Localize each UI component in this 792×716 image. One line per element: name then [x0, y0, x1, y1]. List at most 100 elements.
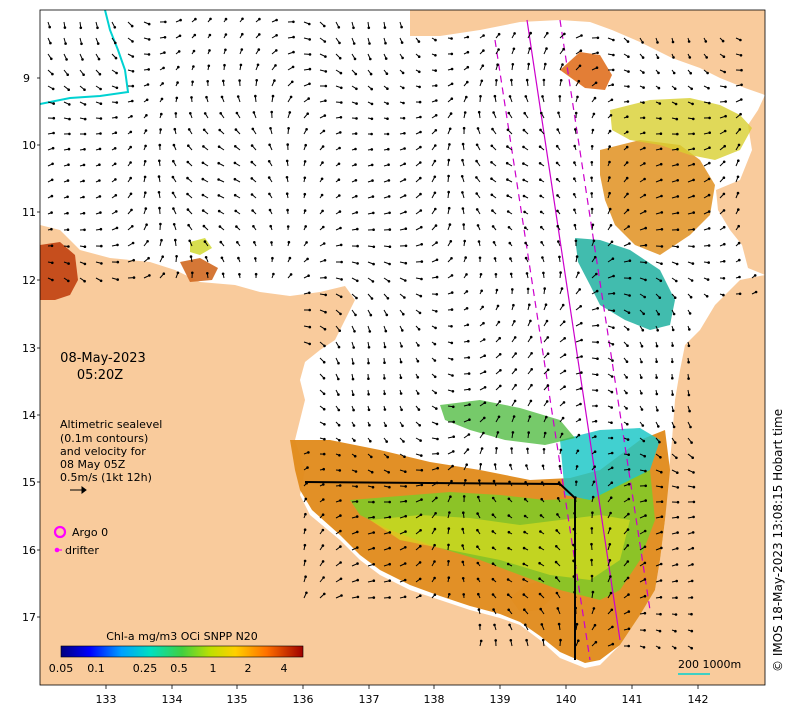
velocity-arrow-head: [643, 162, 646, 165]
velocity-arrow-head: [609, 224, 613, 227]
velocity-arrow-head: [495, 79, 498, 82]
velocity-arrow-head: [460, 175, 464, 178]
velocity-arrow-head: [385, 440, 389, 443]
velocity-arrow-head: [495, 447, 498, 450]
velocity-arrow-head: [450, 37, 453, 40]
velocity-arrow-head: [51, 72, 54, 76]
velocity-arrow-head: [369, 72, 373, 76]
velocity-arrow-head: [523, 514, 527, 518]
velocity-arrow-head: [523, 111, 526, 115]
velocity-arrow-head: [739, 54, 743, 57]
velocity-arrow-head: [338, 439, 341, 442]
velocity-arrow-head: [51, 261, 54, 265]
velocity-arrow-head: [595, 404, 598, 408]
velocity-arrow-head: [513, 320, 516, 323]
velocity-arrow-head: [625, 161, 629, 164]
velocity-arrow-head: [339, 71, 343, 75]
velocity-arrow-head: [492, 608, 495, 611]
colorbar-gradient: [60, 645, 304, 658]
velocity-arrow-head: [83, 279, 86, 283]
velocity-arrow-head: [307, 97, 311, 100]
velocity-arrow-head: [478, 623, 482, 627]
velocity-arrow-head: [555, 591, 559, 595]
velocity-arrow-head: [644, 484, 647, 488]
velocity-arrow-head: [498, 336, 502, 340]
velocity-arrow-head: [337, 26, 341, 29]
legend-line: 08 May 05Z: [60, 458, 126, 471]
velocity-arrow-head: [174, 238, 177, 242]
velocity-arrow-head: [724, 85, 727, 89]
velocity-arrow-head: [308, 38, 312, 41]
velocity-arrow-head: [206, 80, 209, 83]
velocity-arrow-head: [721, 39, 725, 43]
velocity-arrow-head: [463, 111, 467, 114]
velocity-arrow-head: [286, 225, 290, 228]
velocity-arrow-head: [436, 437, 439, 441]
velocity-arrow-head: [324, 70, 328, 73]
velocity-arrow-head: [483, 401, 487, 405]
velocity-arrow-head: [641, 328, 645, 332]
velocity-arrow-head: [594, 640, 598, 644]
scale-arrow-icon: [70, 486, 87, 494]
velocity-arrow-head: [321, 145, 325, 148]
velocity-arrow-head: [610, 406, 613, 409]
velocity-arrow-head: [404, 485, 408, 488]
velocity-arrow-head: [435, 258, 439, 262]
velocity-arrow-head: [241, 17, 244, 21]
velocity-arrow-head: [83, 88, 86, 91]
velocity-arrow-head: [324, 99, 327, 102]
velocity-arrow-head: [447, 527, 451, 530]
velocity-arrow-head: [467, 356, 471, 359]
velocity-arrow-head: [722, 176, 726, 179]
velocity-arrow-head: [461, 142, 465, 146]
velocity-arrow-head: [708, 146, 711, 149]
velocity-arrow-head: [506, 145, 509, 148]
velocity-arrow-head: [238, 79, 241, 82]
velocity-arrow-head: [611, 359, 614, 362]
velocity-arrow-head: [523, 608, 526, 611]
velocity-arrow-head: [116, 243, 119, 247]
chl-west-red: [40, 242, 78, 300]
velocity-arrow-head: [482, 431, 485, 435]
velocity-arrow-head: [491, 546, 495, 550]
velocity-arrow-head: [660, 470, 663, 474]
velocity-arrow-head: [687, 393, 691, 397]
velocity-arrow-head: [705, 56, 708, 59]
velocity-arrow-head: [465, 95, 468, 99]
velocity-arrow-head: [322, 376, 326, 380]
velocity-arrow-head: [643, 611, 647, 615]
velocity-arrow-head: [512, 47, 516, 51]
velocity-arrow-head: [558, 95, 562, 98]
velocity-arrow-head: [737, 143, 741, 147]
velocity-arrow-head: [52, 102, 55, 105]
velocity-arrow-head: [448, 143, 451, 146]
velocity-arrow-head: [417, 408, 421, 411]
velocity-arrow-head: [144, 144, 147, 148]
velocity-arrow-head: [355, 296, 358, 300]
velocity-arrow-head: [591, 511, 594, 514]
velocity-arrow-head: [556, 513, 559, 516]
velocity-arrow-head: [499, 369, 502, 372]
velocity-arrow-head: [82, 163, 86, 167]
velocity-arrow-head: [435, 293, 439, 296]
velocity-arrow-head: [449, 112, 453, 115]
velocity-arrow-head: [285, 159, 289, 163]
velocity-arrow-head: [356, 595, 360, 599]
velocity-arrow-head: [495, 288, 499, 292]
velocity-arrow-head: [512, 415, 516, 418]
colorbar-tick: 0.05: [49, 662, 74, 675]
velocity-arrow-head: [388, 485, 391, 489]
velocity-arrow-head: [523, 497, 527, 501]
velocity-arrow-head: [352, 424, 356, 427]
velocity-arrow-head: [321, 544, 325, 547]
velocity-arrow-head: [192, 65, 195, 68]
velocity-arrow-head: [129, 130, 133, 134]
velocity-arrow-head: [461, 544, 464, 547]
velocity-arrow-head: [510, 447, 513, 450]
velocity-arrow-head: [383, 377, 386, 380]
velocity-arrow-head: [557, 481, 561, 484]
velocity-arrow-head: [322, 360, 326, 364]
velocity-arrow-head: [479, 95, 482, 98]
chl-north-top: [560, 52, 612, 90]
velocity-arrow-head: [659, 132, 663, 135]
